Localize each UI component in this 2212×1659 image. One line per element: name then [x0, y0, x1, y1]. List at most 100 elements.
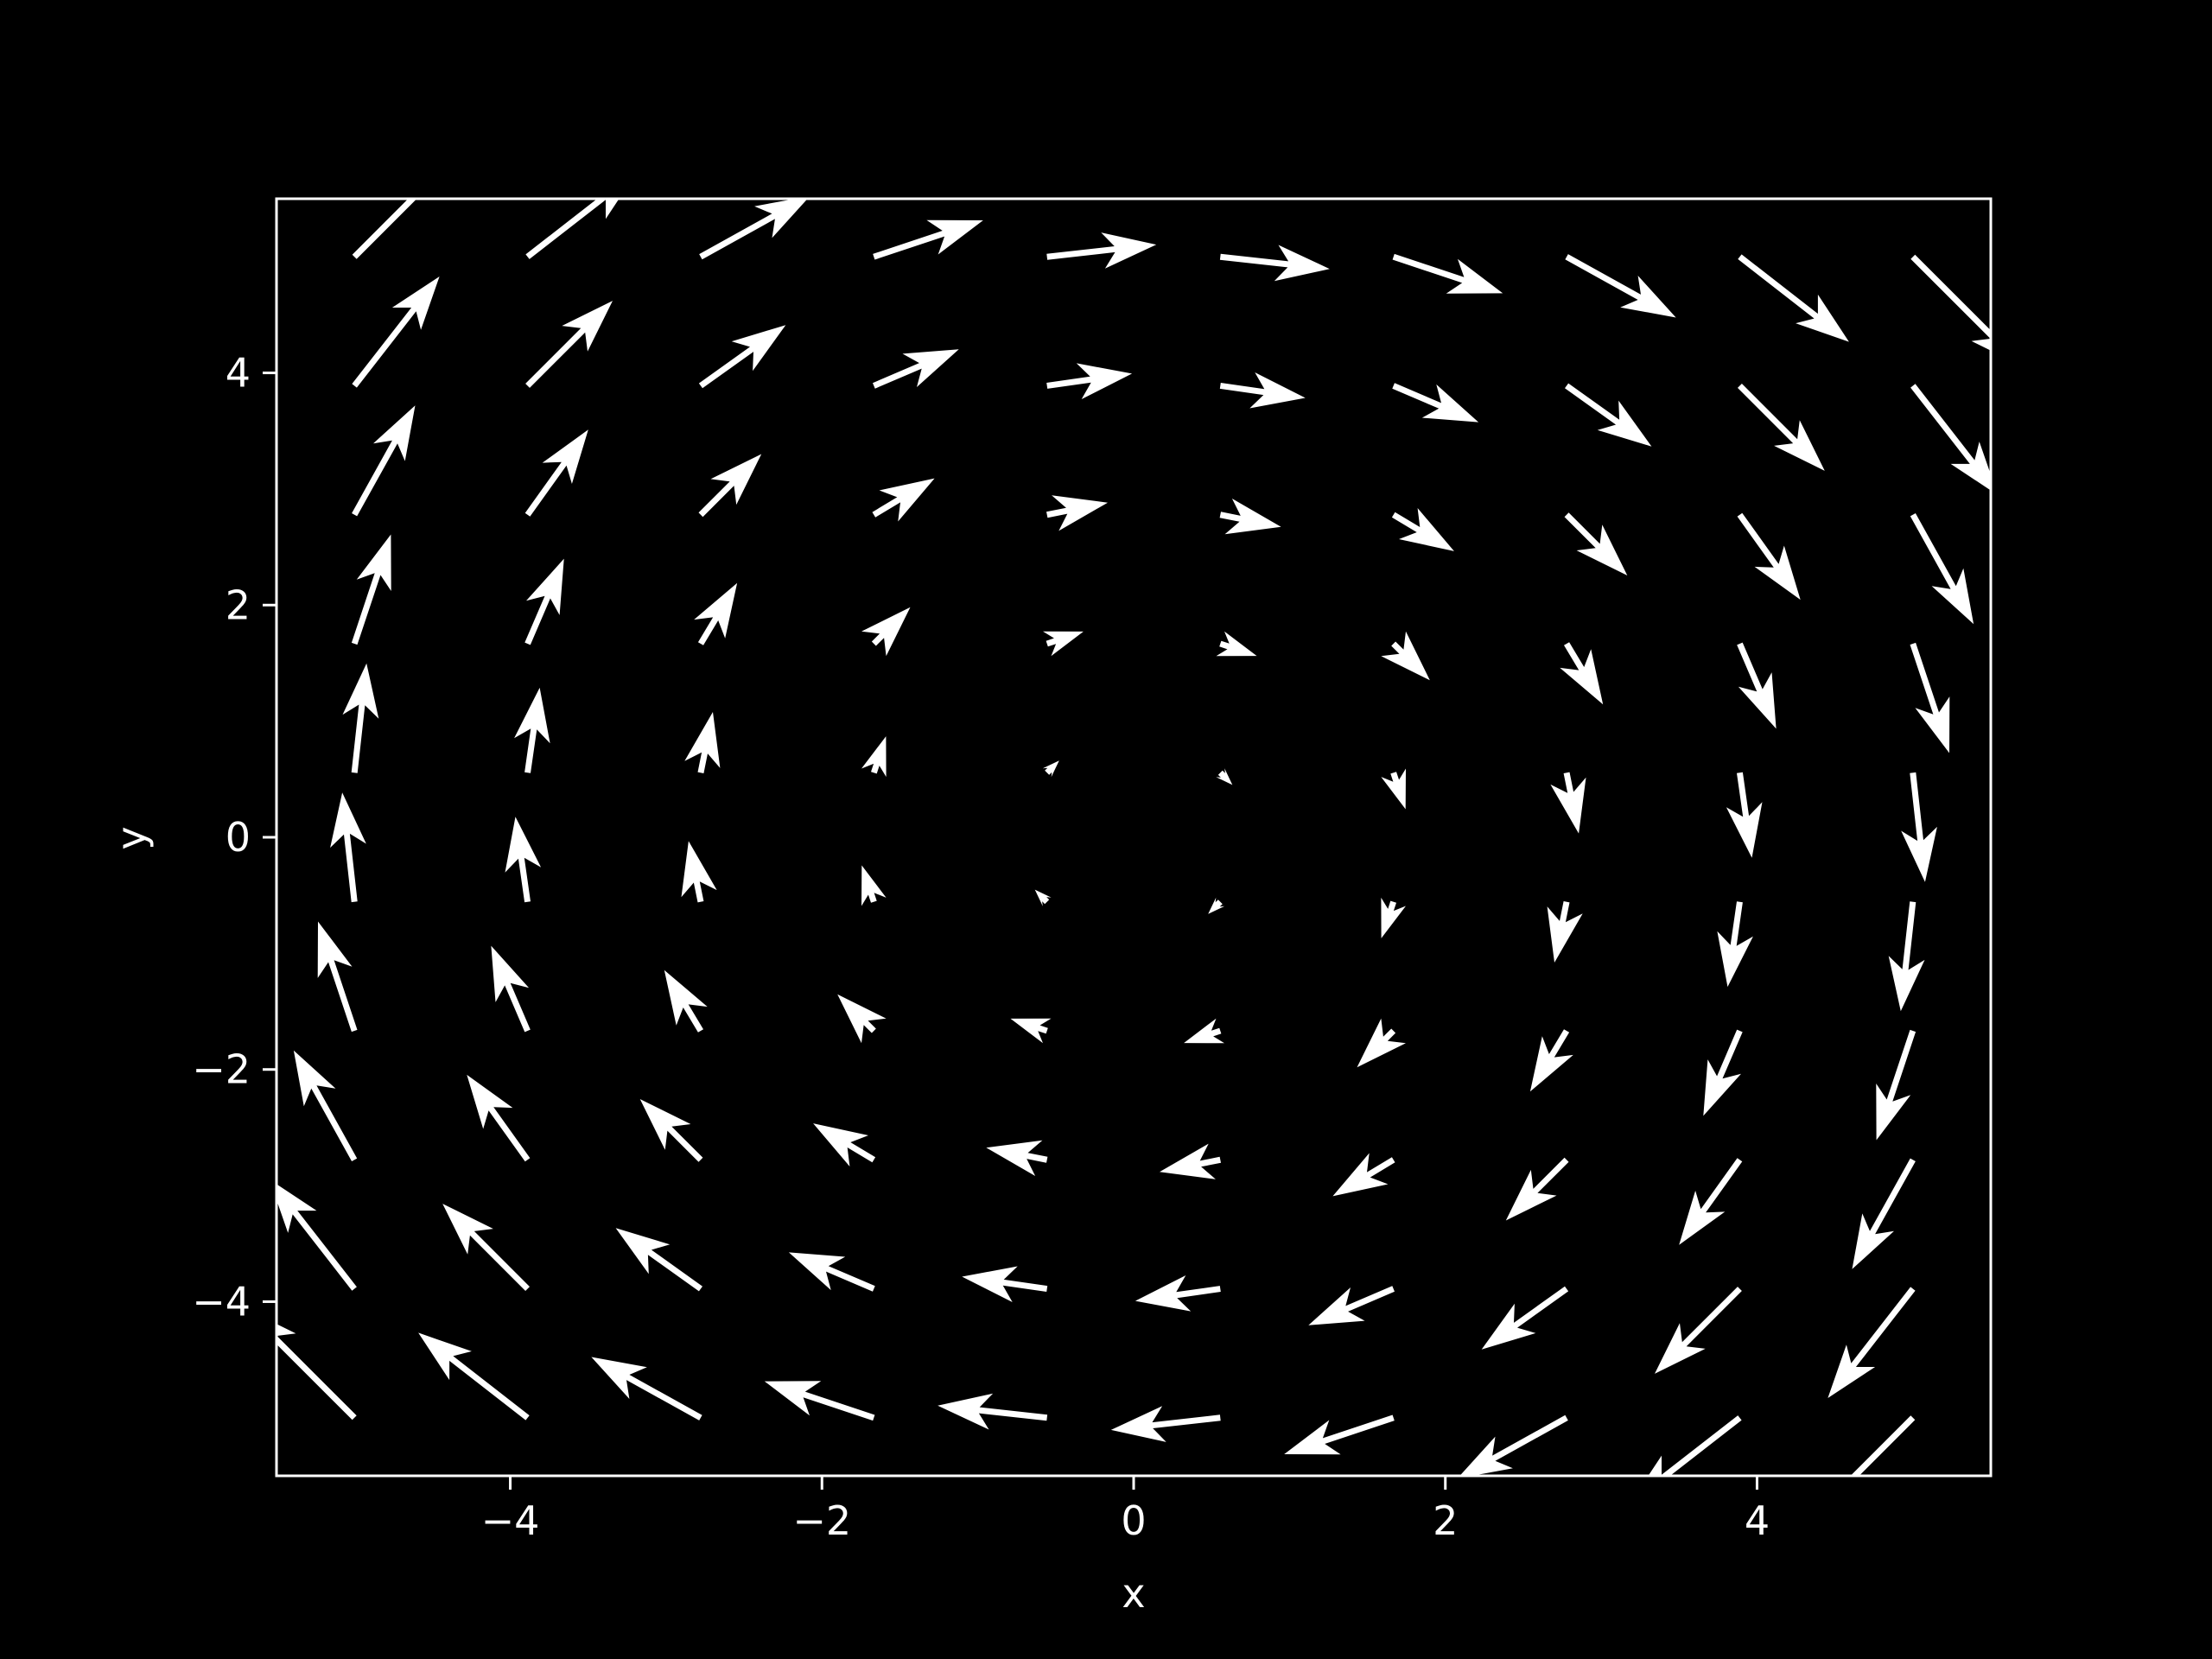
- quiver-arrow: [418, 1332, 530, 1421]
- quiver-arrow: [1046, 232, 1157, 269]
- quiver-arrow: [1547, 901, 1583, 963]
- quiver-arrow: [986, 1140, 1048, 1176]
- quiver-arrow: [1550, 772, 1586, 834]
- quiver-arrow: [1216, 631, 1257, 657]
- quiver-arrow: [698, 454, 762, 518]
- quiver-arrow: [1737, 512, 1801, 601]
- quiver-arrow: [1481, 1286, 1569, 1350]
- quiver-arrow: [317, 921, 358, 1033]
- quiver-arrow: [351, 534, 391, 645]
- quiver-arrow: [615, 1228, 702, 1292]
- y-tick-label: 4: [226, 350, 251, 397]
- quiver-arrow: [505, 817, 542, 903]
- quiver-arrow: [467, 1074, 531, 1162]
- quiver-arrow: [1888, 901, 1925, 1012]
- quiver-arrow: [524, 558, 564, 645]
- quiver-arrow: [1034, 889, 1052, 906]
- quiver-arrow: [525, 199, 620, 259]
- quiver-arrow: [1219, 245, 1330, 282]
- quiver-arrow: [699, 199, 808, 260]
- quiver-arrow: [1717, 901, 1753, 988]
- quiver-arrow: [352, 276, 440, 388]
- quiver-arrow: [276, 1184, 357, 1291]
- quiver-arrow: [330, 792, 366, 903]
- quiver-arrow: [1901, 772, 1937, 882]
- quiver-arrow: [1381, 897, 1406, 938]
- quiver-arrow: [1357, 1018, 1406, 1068]
- quiver-arrow: [1876, 1029, 1916, 1141]
- quiver-arrow: [681, 841, 717, 903]
- quiver-arrow: [514, 687, 550, 773]
- quiver-arrow: [1046, 363, 1133, 399]
- quiver-arrow: [1703, 1029, 1743, 1116]
- quiver-arrow: [1110, 1406, 1221, 1442]
- x-tick-label: 4: [1745, 1497, 1770, 1544]
- quiver-arrow: [1043, 631, 1084, 657]
- quiver-arrow: [962, 1266, 1048, 1302]
- quiver-arrow: [524, 429, 588, 517]
- quiver-arrow: [694, 582, 738, 645]
- quiver-arrow: [1655, 1287, 1742, 1374]
- quiver-arrow: [1332, 1153, 1395, 1197]
- quiver-arrow: [1529, 1029, 1573, 1092]
- quiver-arrow: [1738, 384, 1825, 471]
- quiver-arrow: [1679, 1158, 1743, 1245]
- arrow-field: [276, 199, 1991, 1476]
- quiver-arrow: [1910, 513, 1974, 625]
- quiver-arrow: [1565, 383, 1652, 447]
- quiver-arrow: [1852, 1158, 1916, 1269]
- x-tick-label: 2: [1433, 1497, 1458, 1544]
- quiver-arrow: [1910, 642, 1950, 753]
- quiver-arrow: [1381, 631, 1430, 681]
- quiver-arrow: [1219, 499, 1281, 535]
- quiver-arrow: [1565, 254, 1676, 318]
- quiver-arrow: [1219, 372, 1306, 409]
- quiver-arrow: [1726, 772, 1763, 858]
- quiver-arrow: [1910, 384, 1991, 491]
- quiver-arrow: [352, 199, 417, 259]
- quiver-arrow: [276, 1324, 357, 1421]
- quiver-arrow: [1850, 1415, 1916, 1476]
- quiver-arrow: [861, 736, 887, 778]
- quiver-arrow: [873, 219, 983, 260]
- quiver-arrow: [837, 994, 887, 1044]
- quiver-arrow: [442, 1204, 530, 1291]
- quiver-arrow: [1564, 512, 1628, 575]
- quiver-arrow: [1010, 1018, 1052, 1044]
- quiver-arrow: [1042, 760, 1059, 778]
- quiver-arrow: [764, 1381, 875, 1421]
- quiver-arrow: [861, 865, 887, 906]
- x-axis-label: x: [1122, 1570, 1145, 1617]
- x-tick-label: 0: [1121, 1497, 1146, 1544]
- quiver-arrow: [1648, 1415, 1742, 1476]
- quiver-arrow: [1284, 1414, 1395, 1455]
- quiver-arrow: [938, 1393, 1048, 1430]
- x-axis: −4 −2 0 2 4: [481, 1476, 1770, 1544]
- quiver-arrow: [342, 663, 379, 773]
- quiver-arrow: [813, 1123, 876, 1166]
- quiver-arrow: [1392, 253, 1503, 294]
- quiver-arrow: [873, 349, 959, 389]
- quiver-arrow: [1046, 495, 1108, 531]
- quiver-arrow: [1459, 1414, 1568, 1476]
- quiver-arrow: [1216, 768, 1233, 785]
- quiver-arrow: [1308, 1286, 1395, 1325]
- quiver-arrow: [1910, 254, 1991, 351]
- quiver-arrow: [293, 1050, 358, 1161]
- quiver-arrow: [788, 1252, 875, 1292]
- quiver-arrow: [664, 969, 708, 1033]
- quiver-arrow: [872, 478, 935, 522]
- y-tick-label: −4: [192, 1278, 251, 1325]
- quiver-arrow: [1208, 897, 1225, 914]
- quiver-arrow: [1560, 642, 1604, 705]
- quiver-arrow: [698, 325, 786, 389]
- x-tick-label: −2: [792, 1497, 851, 1544]
- quiver-arrow: [1135, 1275, 1221, 1312]
- quiver-arrow: [591, 1357, 702, 1421]
- quiver-arrow: [639, 1099, 703, 1162]
- y-tick-label: 2: [226, 582, 251, 628]
- quiver-arrow: [1827, 1287, 1916, 1398]
- quiver-arrow: [491, 945, 531, 1033]
- y-tick-label: −2: [192, 1046, 251, 1093]
- quiver-arrow: [1737, 642, 1777, 729]
